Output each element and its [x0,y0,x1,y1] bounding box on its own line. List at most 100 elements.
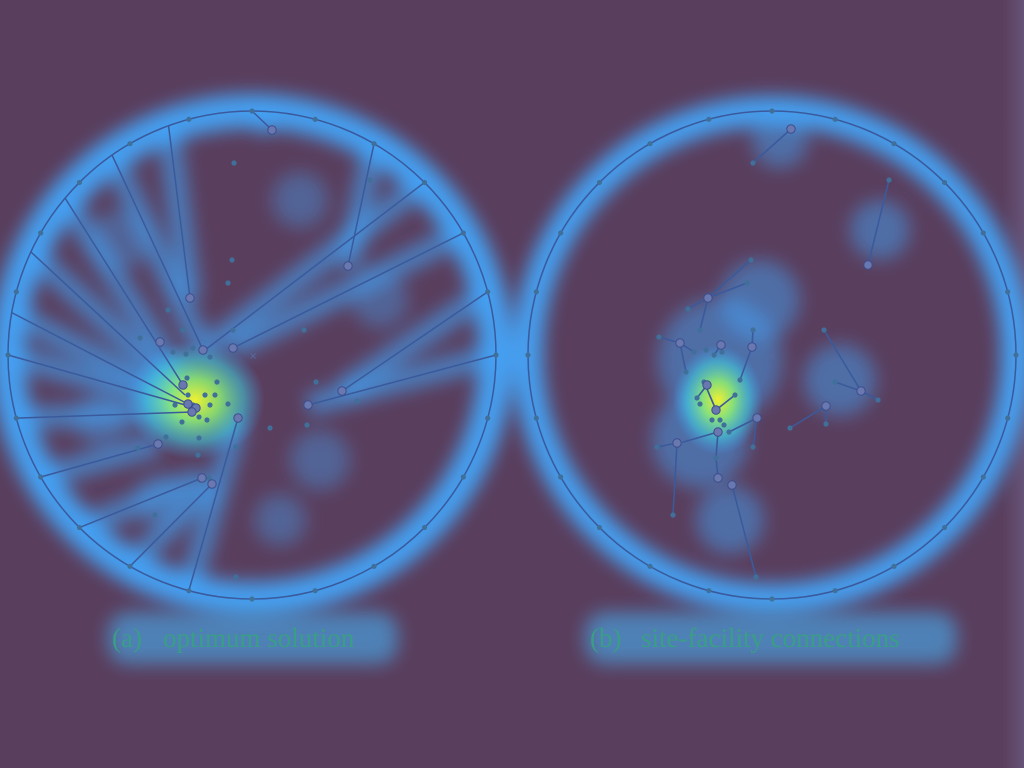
panel-a-facility [197,473,207,483]
panel-a-site [230,327,236,333]
panel-a-boundary-site [371,141,377,147]
panel-a: × [5,108,499,602]
panel-b-facility [747,342,757,352]
panel-a-boundary-site [38,474,44,480]
panel-b-site [713,455,719,461]
panel-a-site [229,257,235,263]
panel-b-site [750,444,756,450]
panel-a-site [207,402,213,408]
panel-b-facility [711,405,721,415]
panel-b-boundary-site [558,474,564,480]
panel-b-connection [672,442,678,516]
panel-a-site [185,392,191,398]
panel-a-site [304,422,310,428]
panel-b: × [525,108,1019,602]
panel-a-center-mark: × [249,351,257,362]
panel-a-connection [204,181,425,351]
panel-b-site [750,327,756,333]
panel-a-facility [155,337,165,347]
panel-a-connection [30,251,186,396]
panel-b-site [697,327,703,333]
panel-b-center-mark: × [768,351,776,362]
panel-b-boundary-site [980,474,986,480]
panel-a-site [170,349,176,355]
panel-a-site [214,379,220,385]
panel-a-site [207,354,213,360]
panel-a-site [165,307,171,313]
panel-b-site [685,306,691,312]
panel-b-site [697,401,703,407]
panel-a-boundary-site [485,415,491,421]
panel-b-boundary-site [1005,415,1011,421]
panel-a-glow-blob [272,172,328,228]
panel-b-boundary-site [769,108,775,114]
panel-a-hotspot [125,340,265,460]
panel-a-connection [7,354,197,409]
panel-a-connection [307,354,497,406]
panel-a-site [231,160,237,166]
caption-b-label: (b) [590,623,621,653]
panel-b-site [703,347,709,353]
panel-a-boundary-site [371,563,377,569]
panel-a-site [267,425,273,431]
panel-b-glow-blob [804,344,876,416]
panel-b-connection [752,417,758,448]
panel-b-site [823,421,829,427]
panel-b-boundary-site [525,352,531,358]
panel-b-facility [713,473,723,483]
panel-b-facility [752,413,762,423]
panel-a-facility [207,479,217,489]
caption-b-text: site-facility connections [641,623,900,653]
panel-b-site [832,379,838,385]
panel-a-site [204,417,210,423]
panel-a-facility [183,399,193,409]
panel-a-site [180,327,186,333]
panel-a-glow-blob [290,430,350,490]
panel-a-site [301,327,307,333]
panel-b-site [670,512,676,518]
panel-a-site [196,414,202,420]
panel-b-connection [739,346,753,381]
caption-a-text: optimum solution [163,623,355,653]
panel-b-site [737,377,743,383]
panel-a-connection [64,197,184,386]
panel-a-site [163,434,169,440]
panel-b-facility [703,293,713,303]
panel-a-facility [228,343,238,353]
panel-a-glow-blob [90,210,150,270]
panel-a-connection [129,483,213,567]
panel-b-boundary-site [1005,289,1011,295]
panel-a-site [196,435,202,441]
panel-b-site [726,429,732,435]
panel-b-boundary-site [706,116,712,122]
panel-a-facility [337,386,347,396]
panel-b-glow-blob [696,486,764,554]
panel-a-facility [233,413,243,423]
panel-b-boundary-site [706,588,712,594]
panel-a-site [190,345,196,351]
panel-b-site [821,327,827,333]
panel-b-boundary-site [891,141,897,147]
panel-b-connection [867,179,890,266]
panel-b-boundary-site [832,116,838,122]
panel-b-facility [786,124,796,134]
panel-a-connection [347,143,375,267]
panel-b-boundary-site [980,230,986,236]
panel-a-connection [167,125,191,299]
panel-b-site [711,352,717,358]
panel-a-glow-blob [134,474,186,526]
panel-b-boundary-site [832,588,838,594]
panel-b-site [691,349,697,355]
panel-a-site [206,475,212,481]
panel-b-boundary-site [891,563,897,569]
panel-a-facility [187,407,197,417]
panel-b-site [750,160,756,166]
panel-a-site [152,512,158,518]
heat-hotspots [125,340,763,460]
panel-a-boundary-site [249,596,255,602]
panel-a-site [135,445,141,451]
panel-b-boundary-site [558,230,564,236]
panel-b-site [656,334,662,340]
panel-b-boundary-site [596,524,603,531]
